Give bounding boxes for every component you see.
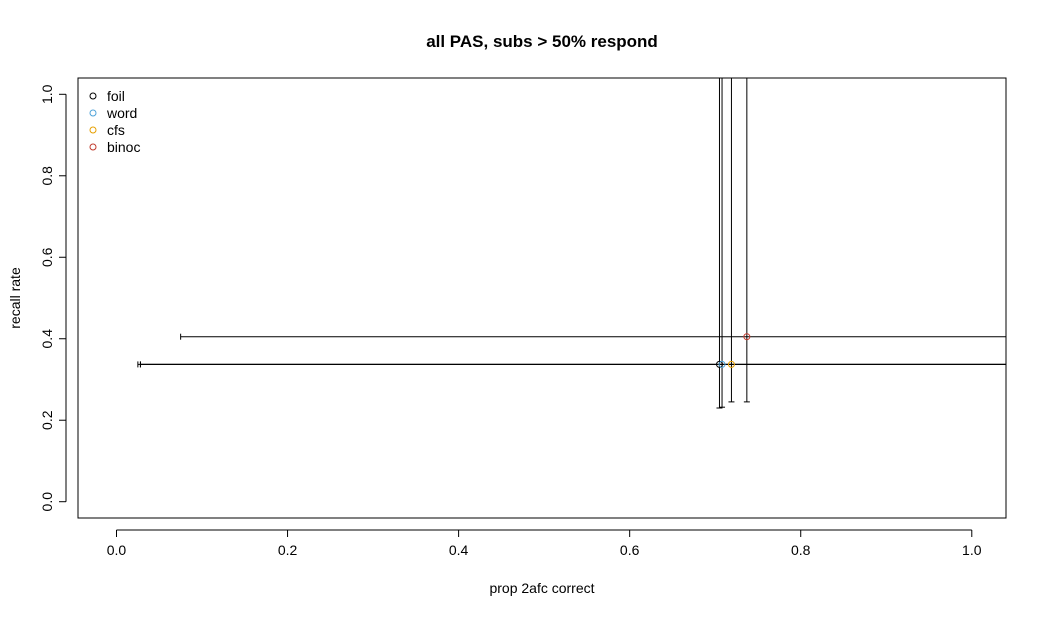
- plot-frame: [77, 77, 1007, 519]
- legend-label-word: word: [106, 105, 137, 121]
- y-tick-label: 0.6: [39, 247, 55, 267]
- x-tick-label: 0.0: [107, 542, 127, 558]
- y-tick-label: 0.0: [39, 492, 55, 512]
- point-foil: [715, 360, 723, 368]
- legend-marker-foil: [89, 92, 97, 100]
- legend-label-foil: foil: [107, 88, 125, 104]
- legend-label-cfs: cfs: [107, 122, 125, 138]
- chart-title: all PAS, subs > 50% respond: [426, 32, 658, 51]
- point-word: [718, 360, 726, 368]
- x-tick-label: 0.2: [278, 542, 298, 558]
- x-tick-label: 0.6: [620, 542, 640, 558]
- x-tick-label: 1.0: [962, 542, 982, 558]
- legend-marker-binoc: [89, 143, 97, 151]
- x-tick-label: 0.8: [791, 542, 811, 558]
- legend-marker-cfs: [89, 126, 97, 134]
- point-cfs: [727, 360, 735, 368]
- plot-marks: [137, 78, 1006, 409]
- y-tick-label: 0.4: [39, 329, 55, 349]
- y-tick-label: 1.0: [39, 84, 55, 104]
- legend-marker-word: [89, 109, 97, 117]
- y-tick-label: 0.2: [39, 410, 55, 430]
- legend-label-binoc: binoc: [107, 139, 140, 155]
- y-axis: 0.0 0.2 0.4 0.6 0.8 1.0: [39, 84, 67, 512]
- y-tick-label: 0.8: [39, 166, 55, 186]
- x-axis-label: prop 2afc correct: [489, 580, 594, 596]
- point-binoc: [743, 333, 751, 341]
- y-axis-label: recall rate: [7, 267, 23, 329]
- x-axis: 0.0 0.2 0.4 0.6 0.8 1.0: [107, 529, 982, 558]
- x-tick-label: 0.4: [449, 542, 469, 558]
